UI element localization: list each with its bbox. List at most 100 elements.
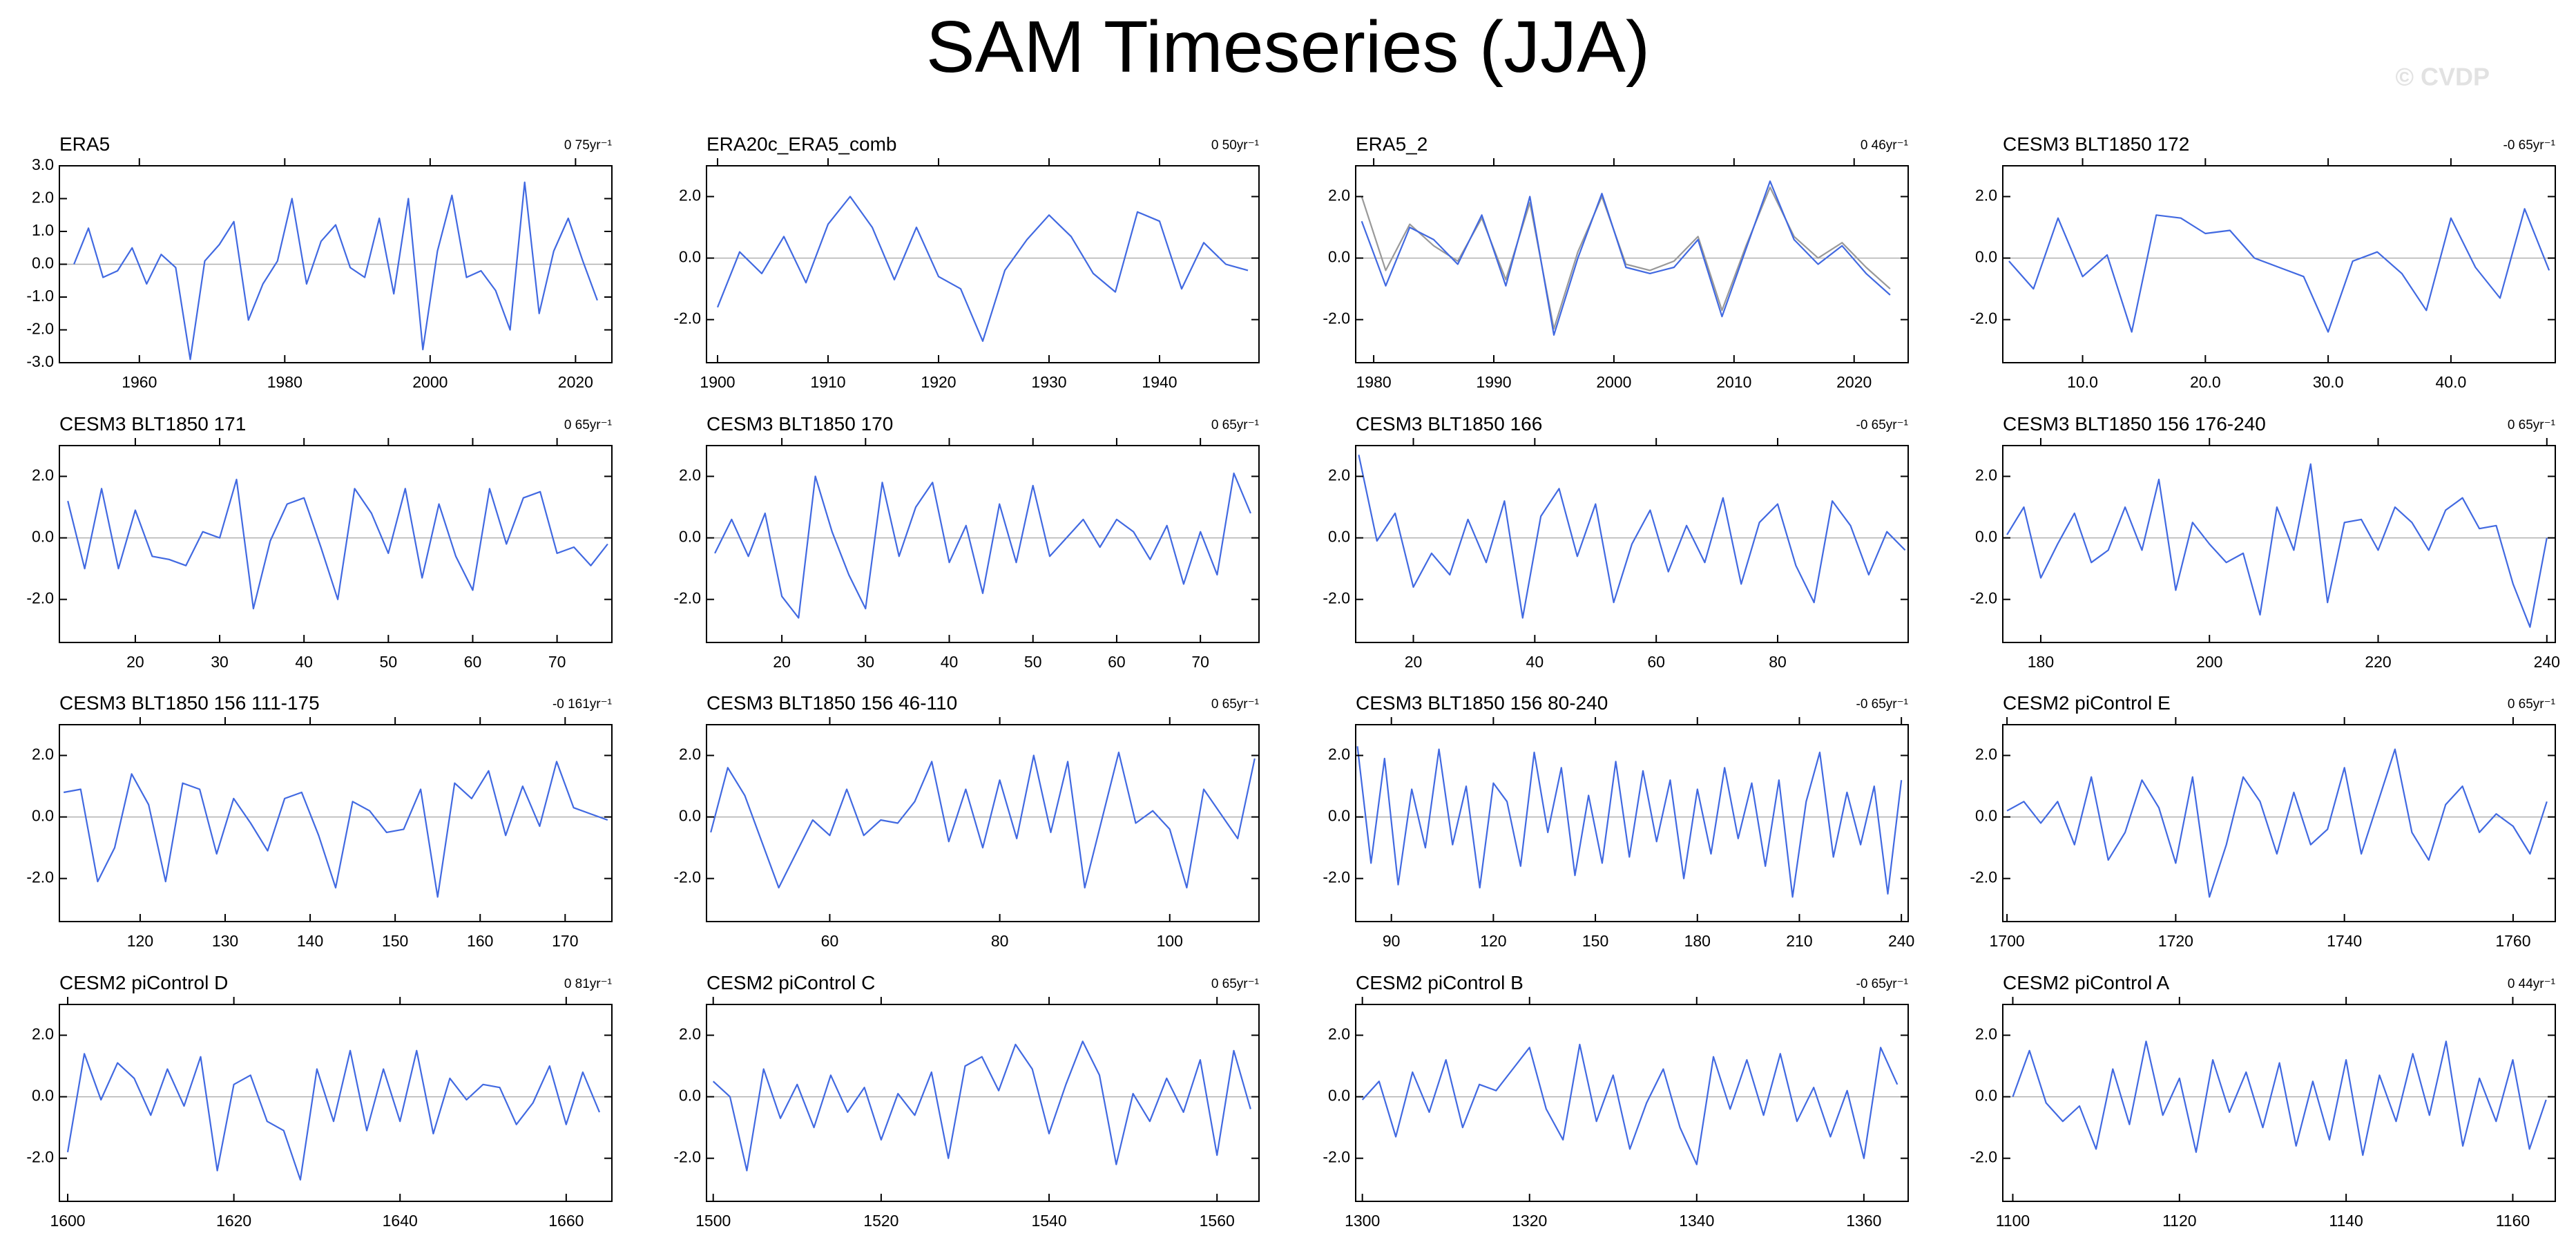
panel-title: CESM2 piControl A xyxy=(2003,972,2170,993)
x-tick-label: 120 xyxy=(127,932,153,950)
trend-annotation: -0 65yr⁻¹ xyxy=(2503,138,2556,153)
x-tick-label: 1910 xyxy=(810,373,845,391)
x-tick-label: 70 xyxy=(548,653,566,671)
panel-title: CESM2 piControl B xyxy=(1356,972,1524,993)
panel-title: CESM2 piControl D xyxy=(59,972,228,993)
y-tick-label: 2.0 xyxy=(1975,187,1997,204)
plot-frame xyxy=(706,165,1260,363)
x-tick-label: 240 xyxy=(1888,932,1914,950)
series-line xyxy=(1361,1043,1899,1165)
y-tick-label: -2.0 xyxy=(1323,1148,1350,1166)
y-tick-label: 2.0 xyxy=(679,466,701,484)
y-tick-label: 2.0 xyxy=(32,745,54,763)
series-line xyxy=(66,1049,601,1181)
watermark: © CVDP xyxy=(2395,63,2490,91)
plot-frame xyxy=(706,724,1260,922)
y-tick-label: 0.0 xyxy=(32,1087,54,1105)
x-tick-label: 1980 xyxy=(267,373,302,391)
x-tick-label: 180 xyxy=(2028,653,2054,671)
y-tick-label: 2.0 xyxy=(679,1025,701,1043)
trend-annotation: 0 46yr⁻¹ xyxy=(1861,138,1908,153)
x-tick-label: 80 xyxy=(991,932,1009,950)
plot-frame xyxy=(2002,724,2556,922)
series-line xyxy=(2006,748,2548,898)
x-tick-label: 1560 xyxy=(1200,1212,1235,1230)
x-tick-label: 1300 xyxy=(1345,1212,1380,1230)
y-tick-label: -2.0 xyxy=(26,868,54,886)
y-tick-label: -2.0 xyxy=(1323,589,1350,607)
plot-frame xyxy=(2002,165,2556,363)
panel-title: CESM2 piControl E xyxy=(2003,692,2171,714)
x-tick-label: 160 xyxy=(467,932,493,950)
x-tick-label: 140 xyxy=(297,932,323,950)
panel-title: CESM3 BLT1850 156 176-240 xyxy=(2003,413,2266,435)
x-tick-label: 60 xyxy=(1647,653,1665,671)
plot-frame xyxy=(59,1004,613,1202)
trend-annotation: -0 65yr⁻¹ xyxy=(1856,418,1909,432)
trend-annotation: 0 65yr⁻¹ xyxy=(2508,697,2555,712)
x-tick-label: 1140 xyxy=(2329,1212,2363,1230)
y-tick-label: 0.0 xyxy=(1328,807,1350,825)
x-tick-label: 1320 xyxy=(1512,1212,1547,1230)
series-line xyxy=(1356,746,1903,898)
x-tick-label: 2020 xyxy=(1836,373,1872,391)
x-tick-label: 40 xyxy=(295,653,313,671)
x-tick-label: 20.0 xyxy=(2190,373,2221,391)
x-tick-label: 200 xyxy=(2196,653,2222,671)
x-tick-label: 1620 xyxy=(216,1212,251,1230)
y-tick-label: 2.0 xyxy=(1975,466,1997,484)
y-tick-label: 2.0 xyxy=(32,466,54,484)
x-tick-label: 1500 xyxy=(695,1212,731,1230)
y-tick-label: 0.0 xyxy=(1975,1087,1997,1105)
x-tick-label: 90 xyxy=(1383,932,1401,950)
trend-annotation: 0 44yr⁻¹ xyxy=(2508,977,2555,991)
y-tick-label: -2.0 xyxy=(673,309,701,327)
y-tick-label: 0.0 xyxy=(679,807,701,825)
y-tick-label: 1.0 xyxy=(32,221,54,239)
y-tick-label: 2.0 xyxy=(1328,745,1350,763)
y-tick-label: -2.0 xyxy=(1970,589,1997,607)
x-tick-label: 2000 xyxy=(1596,373,1631,391)
x-tick-label: 60 xyxy=(1108,653,1126,671)
y-tick-label: -2.0 xyxy=(26,320,54,338)
y-tick-label: 2.0 xyxy=(1975,745,1997,763)
x-tick-label: 30.0 xyxy=(2313,373,2344,391)
y-tick-label: 2.0 xyxy=(679,187,701,204)
x-tick-label: 80 xyxy=(1769,653,1787,671)
x-tick-label: 30 xyxy=(857,653,875,671)
trend-annotation: -0 161yr⁻¹ xyxy=(552,697,612,712)
plot-frame xyxy=(2002,1004,2556,1202)
y-tick-label: -2.0 xyxy=(673,589,701,607)
y-tick-label: -2.0 xyxy=(1970,1148,1997,1166)
x-tick-label: 210 xyxy=(1786,932,1812,950)
series-line xyxy=(710,752,1256,889)
panel-title: CESM3 BLT1850 156 80-240 xyxy=(1356,692,1608,714)
y-tick-label: -2.0 xyxy=(673,1148,701,1166)
y-tick-label: 0.0 xyxy=(679,248,701,266)
series-line xyxy=(712,1040,1251,1172)
x-tick-label: 20 xyxy=(126,653,144,671)
trend-annotation: 0 65yr⁻¹ xyxy=(1211,418,1259,432)
x-tick-label: 40.0 xyxy=(2436,373,2467,391)
trend-annotation: 0 65yr⁻¹ xyxy=(564,418,612,432)
y-tick-label: -2.0 xyxy=(26,1148,54,1166)
y-tick-label: 0.0 xyxy=(679,1087,701,1105)
series-line xyxy=(1358,455,1906,619)
x-tick-label: 1360 xyxy=(1846,1212,1881,1230)
y-tick-label: 0.0 xyxy=(1328,248,1350,266)
panel-title: CESM3 BLT1850 156 111-175 xyxy=(59,692,320,714)
x-tick-label: 40 xyxy=(1526,653,1544,671)
panel-title: ERA5_2 xyxy=(1356,133,1428,155)
y-tick-label: 3.0 xyxy=(32,155,54,173)
x-tick-label: 1720 xyxy=(2158,932,2193,950)
series-line xyxy=(1361,180,1891,336)
plot-frame xyxy=(59,724,613,922)
y-tick-label: 2.0 xyxy=(1328,187,1350,204)
x-tick-label: 1660 xyxy=(548,1212,584,1230)
trend-annotation: -0 65yr⁻¹ xyxy=(1856,977,1909,991)
y-tick-label: 0.0 xyxy=(679,528,701,546)
x-tick-label: 2010 xyxy=(1716,373,1751,391)
